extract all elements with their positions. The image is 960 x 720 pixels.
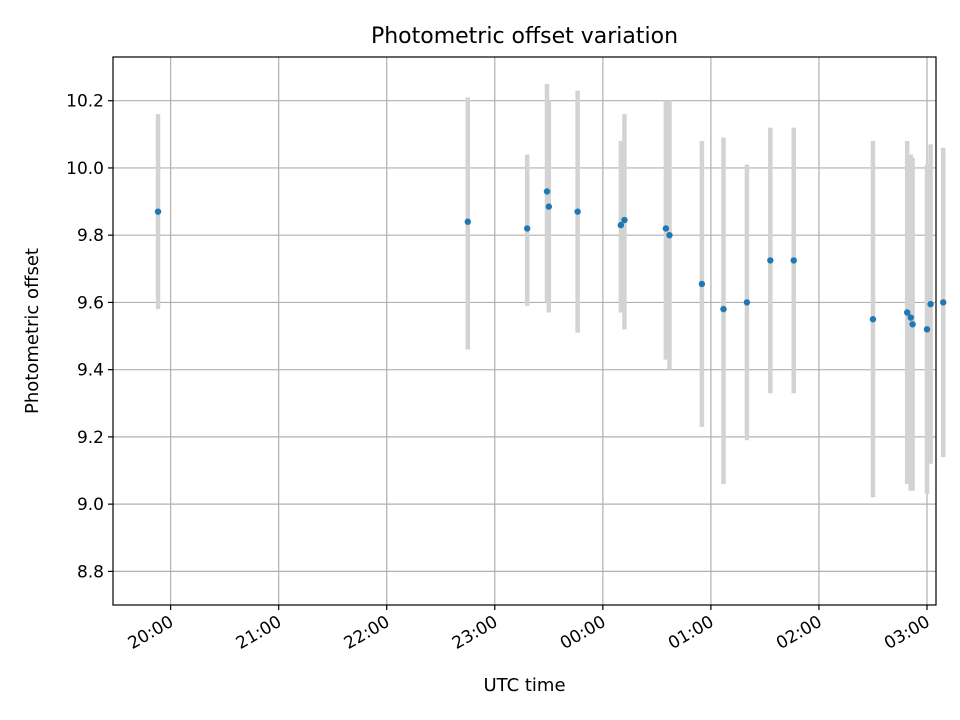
data-point bbox=[617, 221, 625, 229]
y-axis-label: Photometric offset bbox=[22, 248, 43, 414]
y-tick-label: 9.2 bbox=[77, 428, 104, 448]
y-tick-label: 9.4 bbox=[77, 361, 104, 381]
data-point bbox=[790, 257, 797, 264]
data-point bbox=[923, 326, 931, 333]
y-axis-ticks: 8.8 9.0 9.2 9.4 9.6 9.8 10.0 10.2 bbox=[66, 92, 113, 582]
y-tick-label: 9.8 bbox=[77, 226, 104, 246]
data-point bbox=[574, 208, 581, 215]
data-point bbox=[524, 225, 531, 232]
data-point bbox=[720, 305, 727, 313]
y-tick-label: 9.0 bbox=[77, 495, 104, 515]
data-point bbox=[621, 216, 628, 224]
y-tick-label: 9.6 bbox=[77, 293, 104, 313]
data-point bbox=[767, 257, 774, 264]
data-point bbox=[903, 309, 911, 316]
data-point bbox=[869, 316, 877, 323]
y-tick-label: 10.0 bbox=[66, 159, 104, 179]
x-axis-label: UTC time bbox=[483, 675, 565, 696]
data-point bbox=[543, 188, 551, 195]
data-points bbox=[154, 188, 947, 333]
data-point bbox=[662, 225, 670, 232]
grid bbox=[113, 57, 936, 605]
y-tick-label: 10.2 bbox=[66, 92, 104, 112]
data-point bbox=[927, 300, 934, 308]
plot-frame bbox=[112, 56, 937, 606]
data-point bbox=[464, 218, 471, 225]
data-point bbox=[909, 321, 916, 328]
chart-title: Photometric offset variation bbox=[371, 24, 678, 49]
data-point bbox=[154, 208, 162, 215]
data-point bbox=[698, 280, 706, 288]
data-point bbox=[545, 203, 553, 210]
data-point bbox=[666, 231, 673, 239]
y-tick-label: 8.8 bbox=[77, 562, 104, 582]
data-point bbox=[907, 314, 914, 321]
data-point bbox=[743, 299, 751, 306]
data-point bbox=[940, 299, 947, 306]
